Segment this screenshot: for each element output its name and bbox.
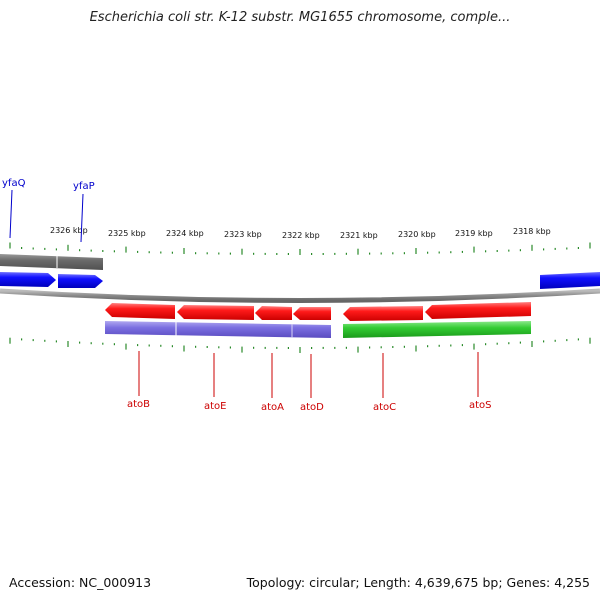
gene-label-yfaP[interactable]: yfaP xyxy=(73,181,95,192)
atoE-gene-arrow[interactable] xyxy=(177,305,254,320)
right-blue-gene[interactable] xyxy=(540,272,600,289)
blue-leader-lines xyxy=(9,189,84,243)
purple-gene-track[interactable] xyxy=(105,321,331,338)
gene-label-atoA[interactable]: atoA xyxy=(261,402,284,413)
kbp-label: 2324 kbp xyxy=(166,229,204,238)
kbp-label: 2319 kbp xyxy=(455,229,493,238)
green-gene-track[interactable] xyxy=(343,321,531,338)
gene-label-atoB[interactable]: atoB xyxy=(127,399,150,410)
upper-ruler xyxy=(9,242,591,255)
yfaQ-gene-arrow[interactable] xyxy=(0,272,56,287)
chromosome-backbone xyxy=(0,288,600,303)
red-leader-lines xyxy=(138,351,479,398)
yfaP-gene-arrow[interactable] xyxy=(58,274,103,288)
atoD-gene-arrow[interactable] xyxy=(293,307,331,320)
gene-label-atoS[interactable]: atoS xyxy=(469,400,492,411)
kbp-label: 2326 kbp xyxy=(50,226,88,235)
map-title: Escherichia coli str. K-12 substr. MG165… xyxy=(89,10,511,25)
kbp-label: 2320 kbp xyxy=(398,230,436,239)
atoA-gene-arrow[interactable] xyxy=(255,306,292,320)
gene-label-atoC[interactable]: atoC xyxy=(373,402,396,413)
kbp-label: 2318 kbp xyxy=(513,227,551,236)
kbp-label: 2321 kbp xyxy=(340,231,378,240)
gene-labels: yfaQ yfaP atoB atoE atoA atoD atoC atoS xyxy=(2,178,492,413)
gene-label-atoD[interactable]: atoD xyxy=(300,402,324,413)
gene-label-atoE[interactable]: atoE xyxy=(204,401,227,412)
atoB-gene-arrow[interactable] xyxy=(105,303,175,319)
atoC-gene-arrow[interactable] xyxy=(343,306,423,321)
gray-gene-track[interactable] xyxy=(0,254,103,270)
kbp-label: 2323 kbp xyxy=(224,230,262,239)
accession-label: Accession: NC_000913 xyxy=(9,575,152,590)
atoS-gene-arrow[interactable] xyxy=(425,302,531,319)
gene-label-yfaQ[interactable]: yfaQ xyxy=(2,178,26,189)
scale-labels: 2326 kbp 2325 kbp 2324 kbp 2323 kbp 2322… xyxy=(50,226,551,240)
kbp-label: 2325 kbp xyxy=(108,229,146,238)
kbp-label: 2322 kbp xyxy=(282,231,320,240)
lower-ruler xyxy=(9,337,591,353)
topology-summary: Topology: circular; Length: 4,639,675 bp… xyxy=(246,575,590,590)
